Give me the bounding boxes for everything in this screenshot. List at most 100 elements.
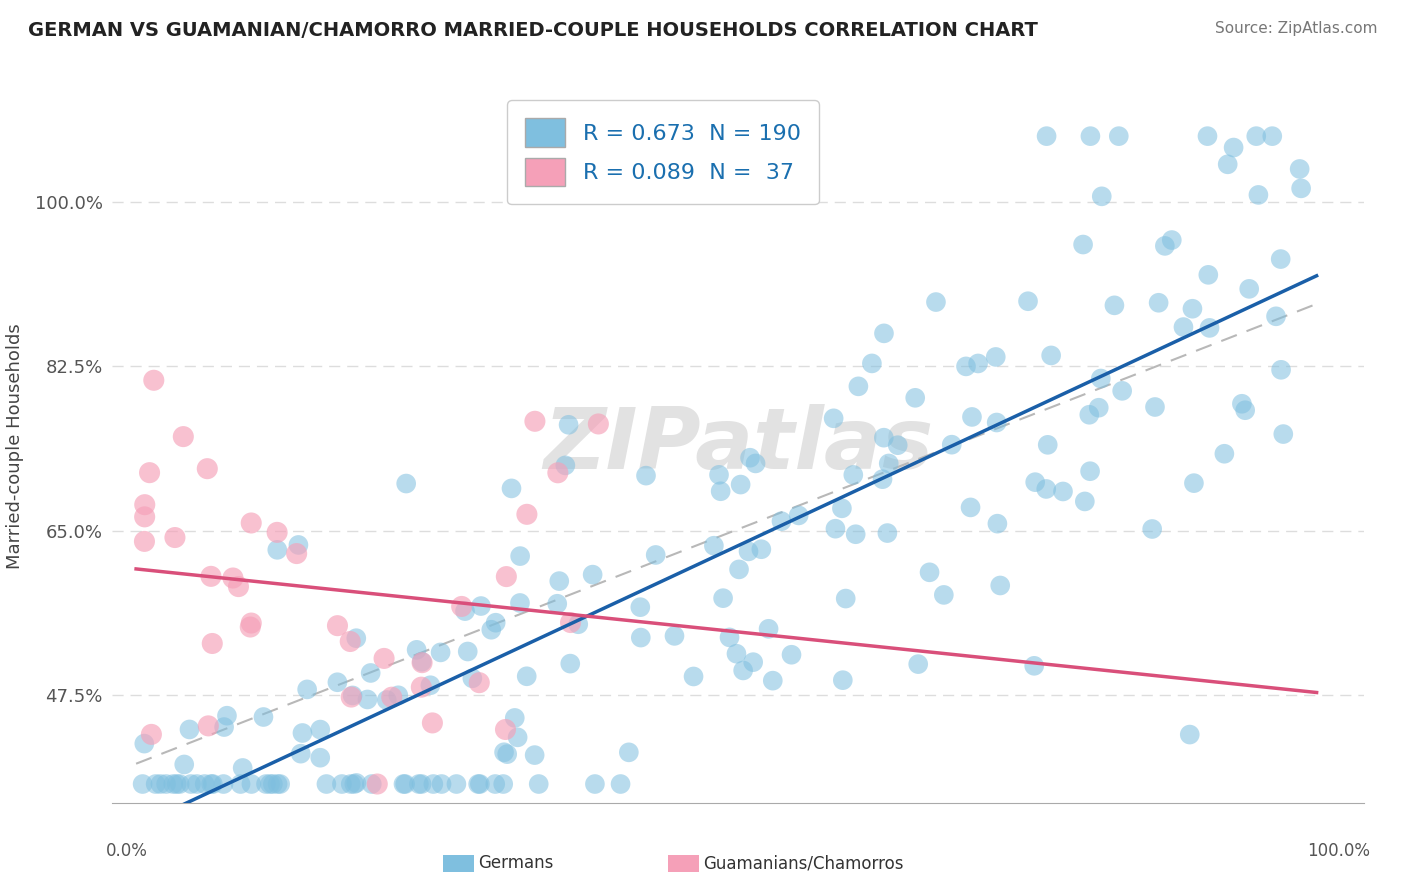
Point: [429, 645, 451, 659]
Point: [1247, 188, 1270, 202]
Point: [172, 429, 194, 443]
Point: [290, 747, 312, 761]
Point: [1108, 129, 1130, 144]
Point: [342, 689, 364, 703]
Point: [718, 631, 741, 645]
Point: [287, 538, 309, 552]
Point: [470, 599, 492, 613]
Point: [728, 562, 751, 576]
Point: [496, 747, 519, 761]
Point: [941, 438, 963, 452]
Point: [454, 604, 477, 618]
Point: [155, 777, 177, 791]
Point: [548, 574, 571, 588]
Point: [986, 416, 1008, 430]
Point: [201, 636, 224, 650]
Point: [373, 651, 395, 665]
Point: [484, 777, 506, 791]
Point: [503, 711, 526, 725]
Point: [315, 777, 337, 791]
Point: [422, 715, 444, 730]
Point: [138, 466, 160, 480]
Point: [173, 757, 195, 772]
Point: [710, 484, 733, 499]
Point: [1087, 401, 1109, 415]
Point: [134, 737, 156, 751]
Point: [240, 777, 263, 791]
Point: [583, 777, 606, 791]
Point: [1237, 282, 1260, 296]
Point: [1104, 298, 1126, 312]
Point: [1288, 161, 1310, 176]
Point: [877, 457, 900, 471]
Point: [468, 675, 491, 690]
Point: [738, 450, 761, 465]
Point: [644, 548, 666, 562]
Point: [339, 634, 361, 648]
Point: [955, 359, 977, 374]
Point: [326, 675, 349, 690]
Point: [411, 777, 433, 791]
Point: [1140, 522, 1163, 536]
Point: [1078, 408, 1101, 422]
Point: [1147, 295, 1170, 310]
Point: [179, 723, 201, 737]
Point: [765, 129, 787, 144]
Point: [1244, 129, 1267, 144]
Point: [1230, 397, 1253, 411]
Point: [1272, 427, 1295, 442]
Point: [461, 671, 484, 685]
Point: [557, 417, 579, 432]
Point: [1198, 321, 1220, 335]
Point: [730, 477, 752, 491]
Point: [467, 777, 489, 791]
Point: [872, 472, 894, 486]
Point: [405, 643, 427, 657]
Point: [495, 569, 517, 583]
Point: [468, 777, 491, 791]
Point: [344, 631, 367, 645]
Point: [873, 326, 896, 341]
Point: [925, 295, 948, 310]
Point: [166, 777, 188, 791]
Point: [269, 777, 291, 791]
Point: [200, 777, 222, 791]
Point: [918, 566, 941, 580]
Point: [770, 514, 793, 528]
Point: [835, 591, 858, 606]
Point: [824, 522, 846, 536]
Point: [360, 665, 382, 680]
Point: [215, 708, 238, 723]
Point: [195, 461, 218, 475]
Point: [201, 777, 224, 791]
Point: [1181, 301, 1204, 316]
Point: [876, 526, 898, 541]
Point: [707, 467, 730, 482]
Point: [554, 458, 576, 473]
Point: [494, 745, 516, 759]
Point: [1036, 438, 1059, 452]
Point: [479, 623, 502, 637]
Point: [492, 777, 515, 791]
Point: [886, 438, 908, 452]
Point: [628, 600, 651, 615]
Point: [725, 647, 748, 661]
Point: [1024, 475, 1046, 490]
Point: [1153, 239, 1175, 253]
Point: [1040, 348, 1063, 362]
Point: [546, 597, 568, 611]
Point: [1035, 482, 1057, 496]
Point: [339, 777, 361, 791]
Point: [197, 719, 219, 733]
Point: [1197, 268, 1219, 282]
Point: [240, 615, 263, 630]
Point: [904, 391, 927, 405]
Point: [381, 690, 404, 705]
Point: [1182, 476, 1205, 491]
Point: [149, 777, 172, 791]
Point: [1234, 403, 1257, 417]
Point: [1270, 252, 1292, 266]
Point: [845, 527, 868, 541]
Text: 100.0%: 100.0%: [1308, 842, 1369, 860]
Point: [1035, 129, 1057, 144]
